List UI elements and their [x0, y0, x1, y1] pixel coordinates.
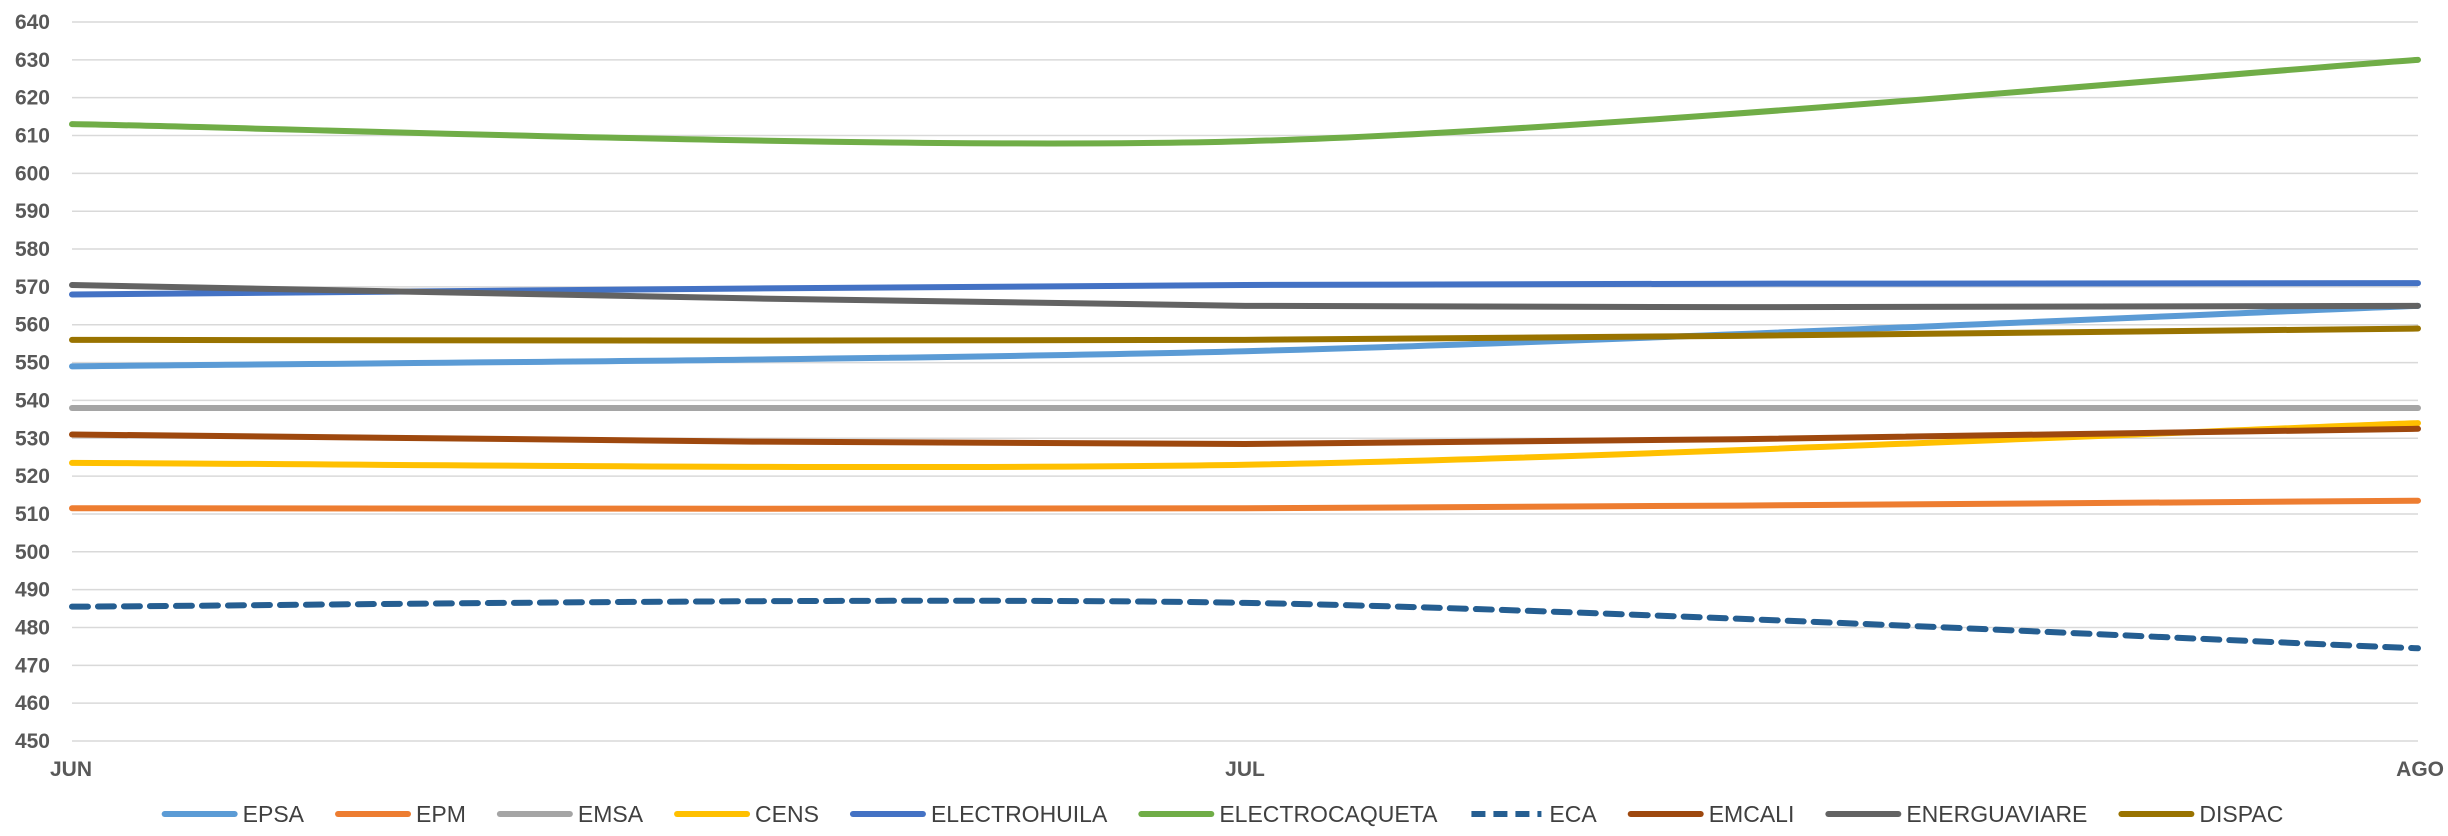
y-tick-label: 570 [15, 276, 50, 299]
legend-label-epm: EPM [416, 801, 466, 827]
y-tick-label: 630 [15, 49, 50, 72]
legend-label-emcali: EMCALI [1709, 801, 1795, 827]
legend-label-dispac: DISPAC [2199, 801, 2283, 827]
y-tick-label: 450 [15, 730, 50, 753]
y-tick-label: 640 [15, 11, 50, 34]
legend-label-cens: CENS [755, 801, 819, 827]
legend-label-electrohuila: ELECTROHUILA [931, 801, 1108, 827]
legend-label-emsa: EMSA [578, 801, 644, 827]
series-line-energuaviare [69, 282, 2421, 311]
legend-label-eca: ECA [1549, 801, 1597, 827]
y-tick-label: 540 [15, 389, 50, 412]
series-line-dispac [69, 325, 2421, 344]
y-tick-label: 490 [15, 579, 50, 602]
legend-label-epsa: EPSA [243, 801, 305, 827]
x-tick-label: JUL [1225, 758, 1265, 781]
series-line-emcali [69, 425, 2421, 447]
series-line-epsa [69, 302, 2421, 370]
x-axis-tick-labels: JUN JUL AGO [50, 758, 2444, 781]
y-tick-label: 550 [15, 352, 50, 375]
series-line-epm [69, 497, 2421, 512]
series-lines [69, 56, 2421, 652]
y-tick-label: 500 [15, 541, 50, 564]
legend-label-energuaviare: ENERGUAVIARE [1906, 801, 2087, 827]
y-tick-label: 520 [15, 465, 50, 488]
y-tick-label: 560 [15, 314, 50, 337]
x-tick-label: AGO [2396, 758, 2444, 781]
legend-label-electrocaqueta: ELECTROCAQUETA [1219, 801, 1438, 827]
y-tick-label: 620 [15, 87, 50, 110]
y-tick-label: 510 [15, 503, 50, 526]
y-tick-label: 610 [15, 125, 50, 148]
x-tick-label: JUN [50, 758, 92, 781]
y-tick-label: 530 [15, 427, 50, 450]
y-tick-label: 580 [15, 238, 50, 261]
y-axis-tick-labels: 450 460 470 480 490 500 510 520 530 540 550 560 570 5… [15, 11, 50, 753]
y-tick-label: 480 [15, 616, 50, 639]
y-tick-label: 600 [15, 162, 50, 185]
legend: EPSA EPM EMSA CENS ELECTROHUILA ELECTROCAQUET… [161, 801, 2283, 827]
y-tick-label: 590 [15, 200, 50, 223]
y-tick-label: 470 [15, 654, 50, 677]
series-line-electrocaqueta [69, 56, 2421, 147]
series-line-eca [69, 597, 2421, 652]
y-tick-label: 460 [15, 692, 50, 715]
